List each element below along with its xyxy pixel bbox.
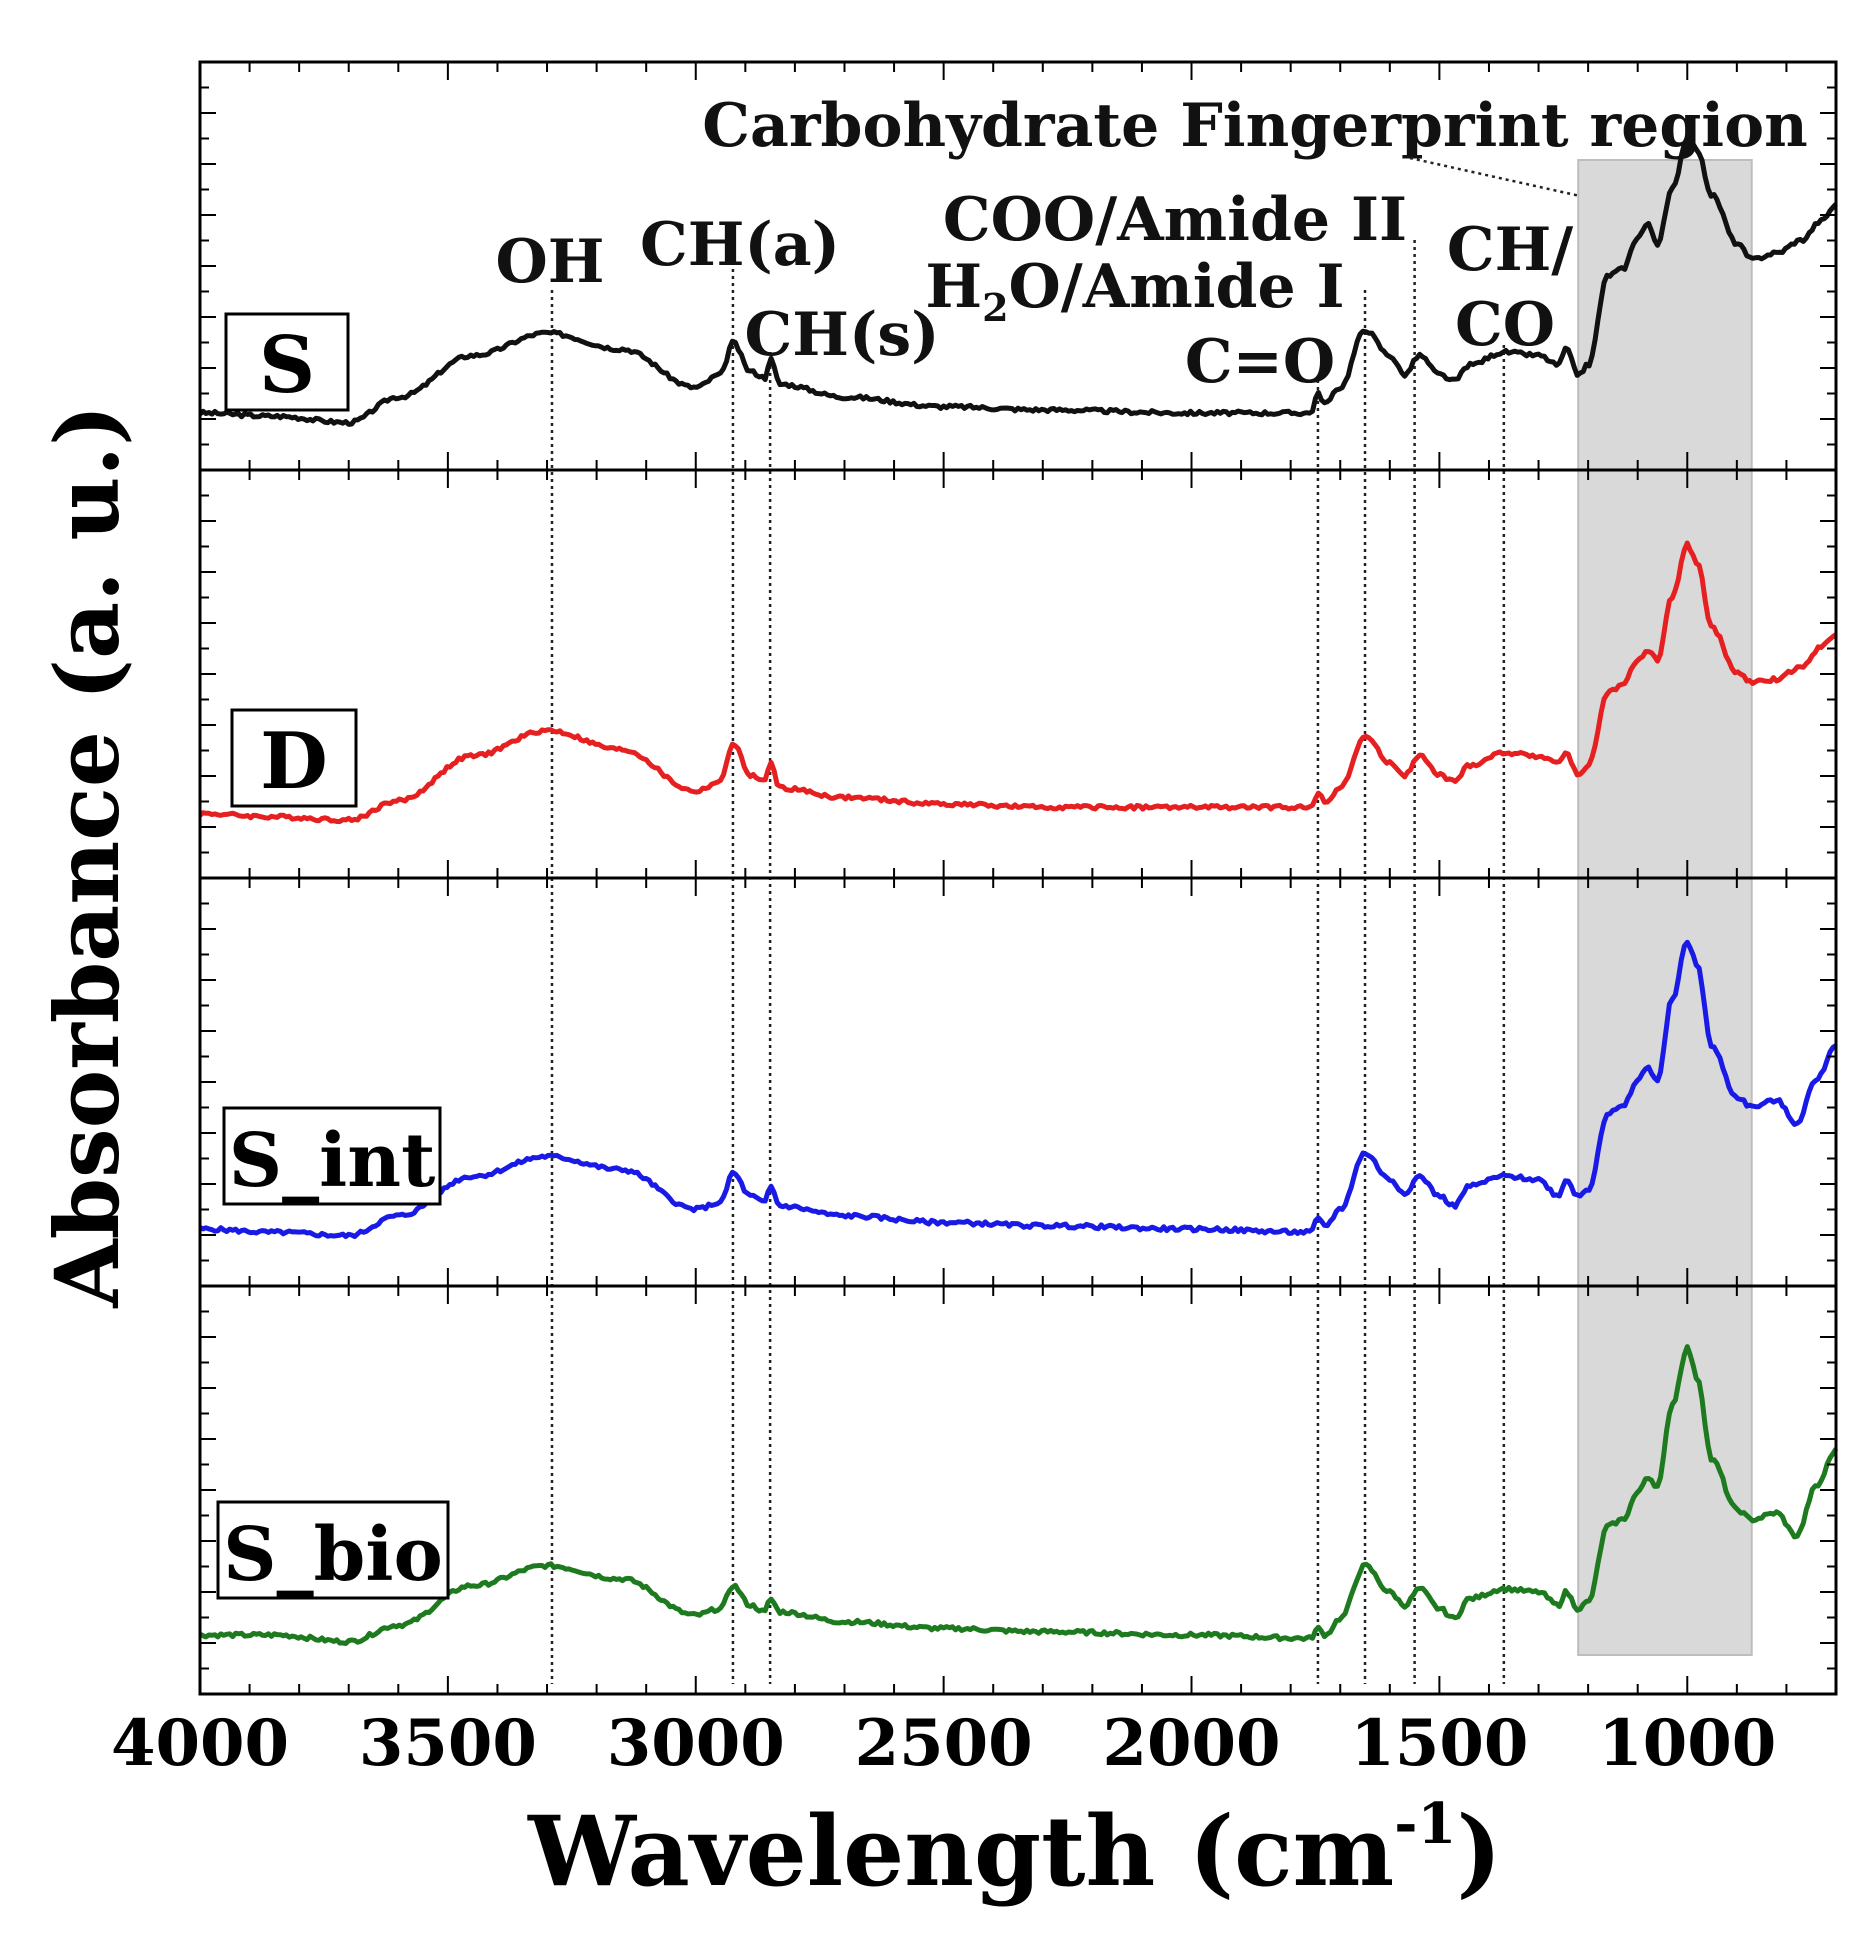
series-layer [198, 135, 1839, 1646]
series-line-s [198, 135, 1838, 427]
x-axis-title-sup: -1 [1394, 1791, 1456, 1857]
x-axis-title-close: ) [1456, 1795, 1501, 1908]
panel-label-d: D [260, 716, 328, 807]
panel-label-s: S [259, 320, 315, 411]
series-line-s-bio [198, 1344, 1839, 1646]
peak-label-ch: CH/ [1447, 215, 1573, 285]
reference-lines-layer [550, 240, 1506, 1684]
peak-label-oh: OH [496, 227, 605, 297]
series-line-s-int [198, 939, 1838, 1239]
peak-label-co: CO [1455, 290, 1555, 360]
x-tick-label-4000: 4000 [111, 1706, 289, 1781]
panel-label-s-box: S [224, 312, 350, 412]
region-leader-line [1409, 156, 1581, 198]
x-axis-title-main: Wavelength (cm [527, 1795, 1394, 1908]
x-tick-label-3000: 3000 [607, 1706, 785, 1781]
peak-label-coo-amide-ii: COO/Amide II [943, 185, 1407, 255]
panel-label-s-bio: S_bio [223, 1512, 443, 1598]
peak-label-h2o-h: H [925, 252, 982, 322]
fingerprint-region-layer [1577, 159, 1753, 1656]
peak-label-h2o-rest: O/Amide I [1009, 252, 1345, 322]
peak-label-ch-a: CH(a) [640, 210, 840, 280]
panel-label-d-box: D [230, 708, 358, 808]
x-tick-label-2500: 2500 [855, 1706, 1033, 1781]
ticks-layer: 4000 3500 3000 2500 2000 1500 1000 [111, 62, 1837, 1781]
peak-label-h2o-amide-i: H2O/Amide I [925, 252, 1344, 330]
panel-label-s-int-box: S_int [222, 1106, 442, 1206]
panel-label-s-bio-box: S_bio [216, 1500, 450, 1600]
y-axis-title: Absorbance (a. u.) [35, 404, 139, 1308]
peak-label-ch-s: CH(s) [745, 300, 940, 370]
peak-labels: OH CH(a) CH(s) COO/Amide II H2O/Amide I … [496, 185, 1574, 397]
peak-label-c-o: C=O [1185, 327, 1335, 397]
series-line-d [198, 540, 1838, 824]
x-axis-title: Wavelength (cm-1) [527, 1791, 1502, 1908]
region-label: Carbohydrate Fingerprint region [702, 91, 1807, 161]
x-tick-label-2000: 2000 [1102, 1706, 1280, 1781]
panel-label-s-int: S_int [229, 1118, 436, 1204]
fingerprint-region [1577, 159, 1753, 1656]
x-tick-label-1000: 1000 [1598, 1706, 1776, 1781]
x-tick-label-3500: 3500 [359, 1706, 537, 1781]
peak-label-h2o-sub: 2 [982, 285, 1008, 330]
x-tick-label-1500: 1500 [1350, 1706, 1528, 1781]
